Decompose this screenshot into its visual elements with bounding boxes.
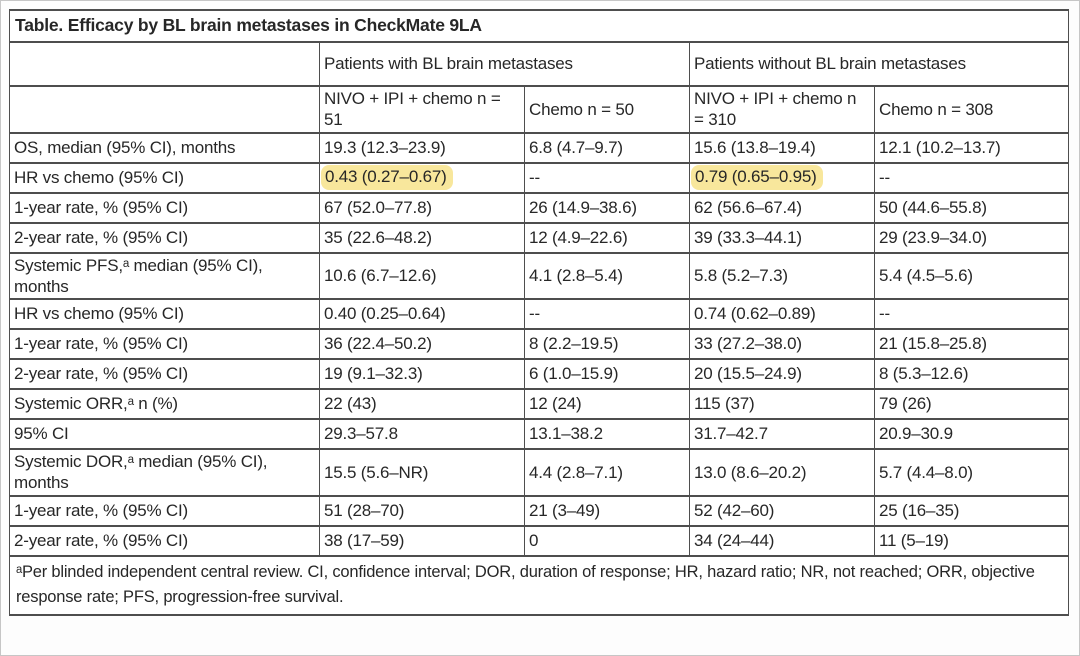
- data-cell: 10.6 (6.7–12.6): [319, 251, 525, 300]
- row-label: 1-year rate, % (95% CI): [9, 191, 320, 224]
- data-cell: 4.1 (2.8–5.4): [524, 251, 690, 300]
- data-cell: 21 (3–49): [524, 494, 690, 527]
- row-label: 1-year rate, % (95% CI): [9, 494, 320, 527]
- data-cell: 12 (24): [524, 388, 690, 420]
- table-row: Systemic PFS,ᵃ median (95% CI), months 10…: [9, 251, 1069, 300]
- data-cell: 6.8 (4.7–9.7): [524, 131, 690, 164]
- data-cell: 19 (9.1–32.3): [319, 358, 525, 390]
- data-cell: 33 (27.2–38.0): [689, 328, 875, 360]
- column-header-row: NIVO + IPI + chemo n = 51 Chemo n = 50 N…: [9, 85, 1069, 134]
- data-cell: --: [874, 161, 1069, 194]
- table-row: 2-year rate, % (95% CI) 35 (22.6–48.2) 12 …: [9, 221, 1069, 254]
- column-header: Chemo n = 50: [524, 85, 690, 134]
- data-cell: 12 (4.9–22.6): [524, 221, 690, 254]
- data-cell: 5.7 (4.4–8.0): [874, 448, 1069, 497]
- data-cell: 12.1 (10.2–13.7): [874, 131, 1069, 164]
- table-row: Systemic DOR,ᵃ median (95% CI), months 15…: [9, 448, 1069, 497]
- row-label: 1-year rate, % (95% CI): [9, 328, 320, 360]
- data-cell: 19.3 (12.3–23.9): [319, 131, 525, 164]
- column-header: Chemo n = 308: [874, 85, 1069, 134]
- group-header-with-mets: Patients with BL brain metastases: [319, 41, 690, 87]
- table-row: HR vs chemo (95% CI) 0.43 (0.27–0.67) -- 0.…: [9, 161, 1069, 194]
- data-cell: 0.40 (0.25–0.64): [319, 298, 525, 330]
- data-cell: 115 (37): [689, 388, 875, 420]
- data-cell: 0.43 (0.27–0.67): [319, 161, 525, 194]
- row-label: HR vs chemo (95% CI): [9, 161, 320, 194]
- data-cell: 15.6 (13.8–19.4): [689, 131, 875, 164]
- row-label: Systemic DOR,ᵃ median (95% CI), months: [9, 448, 320, 497]
- highlighted-value: 0.79 (0.65–0.95): [691, 165, 823, 190]
- data-cell: 4.4 (2.8–7.1): [524, 448, 690, 497]
- table-title-row: Table. Efficacy by BL brain metastases i…: [9, 9, 1069, 43]
- table-row: HR vs chemo (95% CI) 0.40 (0.25–0.64) -- 0.…: [9, 298, 1069, 330]
- data-cell: 51 (28–70): [319, 494, 525, 527]
- corner-cell: [9, 41, 320, 87]
- table-title: Table. Efficacy by BL brain metastases i…: [9, 9, 1069, 43]
- data-cell: 36 (22.4–50.2): [319, 328, 525, 360]
- data-cell: --: [874, 298, 1069, 330]
- data-cell: 5.8 (5.2–7.3): [689, 251, 875, 300]
- highlighted-value: 0.43 (0.27–0.67): [321, 165, 453, 190]
- data-cell: 11 (5–19): [874, 524, 1069, 557]
- data-cell: 31.7–42.7: [689, 418, 875, 450]
- table-row: 1-year rate, % (95% CI) 67 (52.0–77.8) 26 …: [9, 191, 1069, 224]
- data-cell: 50 (44.6–55.8): [874, 191, 1069, 224]
- table-row: 2-year rate, % (95% CI) 19 (9.1–32.3) 6 (1…: [9, 358, 1069, 390]
- data-cell: 34 (24–44): [689, 524, 875, 557]
- efficacy-table: Table. Efficacy by BL brain metastases i…: [9, 9, 1069, 616]
- data-cell: --: [524, 298, 690, 330]
- data-cell: 6 (1.0–15.9): [524, 358, 690, 390]
- data-cell: 8 (5.3–12.6): [874, 358, 1069, 390]
- table-row: 1-year rate, % (95% CI) 51 (28–70) 21 (3–4…: [9, 494, 1069, 527]
- data-cell: 35 (22.6–48.2): [319, 221, 525, 254]
- data-cell: 26 (14.9–38.6): [524, 191, 690, 224]
- data-cell: 29 (23.9–34.0): [874, 221, 1069, 254]
- column-header: NIVO + IPI + chemo n = 310: [689, 85, 875, 134]
- row-label: 2-year rate, % (95% CI): [9, 221, 320, 254]
- row-label: Systemic PFS,ᵃ median (95% CI), months: [9, 251, 320, 300]
- data-cell: 0.74 (0.62–0.89): [689, 298, 875, 330]
- data-cell: 22 (43): [319, 388, 525, 420]
- table-row: 95% CI 29.3–57.8 13.1–38.2 31.7–42.7 20.9–30…: [9, 418, 1069, 450]
- data-cell: 38 (17–59): [319, 524, 525, 557]
- row-label: OS, median (95% CI), months: [9, 131, 320, 164]
- data-cell: 39 (33.3–44.1): [689, 221, 875, 254]
- column-header: NIVO + IPI + chemo n = 51: [319, 85, 525, 134]
- footnote-text: ᵃPer blinded independent central review.…: [9, 554, 1069, 616]
- data-cell: 20 (15.5–24.9): [689, 358, 875, 390]
- data-cell: 8 (2.2–19.5): [524, 328, 690, 360]
- row-label: HR vs chemo (95% CI): [9, 298, 320, 330]
- data-cell: 13.1–38.2: [524, 418, 690, 450]
- data-cell: 0.79 (0.65–0.95): [689, 161, 875, 194]
- row-label: 95% CI: [9, 418, 320, 450]
- data-cell: 21 (15.8–25.8): [874, 328, 1069, 360]
- data-cell: 67 (52.0–77.8): [319, 191, 525, 224]
- table-row: OS, median (95% CI), months 19.3 (12.3–23…: [9, 131, 1069, 164]
- data-cell: 5.4 (4.5–5.6): [874, 251, 1069, 300]
- table-row: 1-year rate, % (95% CI) 36 (22.4–50.2) 8 (…: [9, 328, 1069, 360]
- row-label: 2-year rate, % (95% CI): [9, 524, 320, 557]
- group-header-without-mets: Patients without BL brain metastases: [689, 41, 1069, 87]
- corner-cell: [9, 85, 320, 134]
- table-body: OS, median (95% CI), months 19.3 (12.3–23…: [9, 131, 1069, 557]
- group-header-row: Patients with BL brain metastases Patien…: [9, 41, 1069, 87]
- data-cell: 13.0 (8.6–20.2): [689, 448, 875, 497]
- data-cell: 0: [524, 524, 690, 557]
- data-cell: --: [524, 161, 690, 194]
- table-row: 2-year rate, % (95% CI) 38 (17–59) 0 34 (24…: [9, 524, 1069, 557]
- data-cell: 15.5 (5.6–NR): [319, 448, 525, 497]
- row-label: Systemic ORR,ᵃ n (%): [9, 388, 320, 420]
- data-cell: 20.9–30.9: [874, 418, 1069, 450]
- table-row: Systemic ORR,ᵃ n (%) 22 (43) 12 (24) 115 (3…: [9, 388, 1069, 420]
- data-cell: 62 (56.6–67.4): [689, 191, 875, 224]
- row-label: 2-year rate, % (95% CI): [9, 358, 320, 390]
- data-cell: 79 (26): [874, 388, 1069, 420]
- data-cell: 29.3–57.8: [319, 418, 525, 450]
- data-cell: 52 (42–60): [689, 494, 875, 527]
- footnote-row: ᵃPer blinded independent central review.…: [9, 554, 1069, 616]
- data-cell: 25 (16–35): [874, 494, 1069, 527]
